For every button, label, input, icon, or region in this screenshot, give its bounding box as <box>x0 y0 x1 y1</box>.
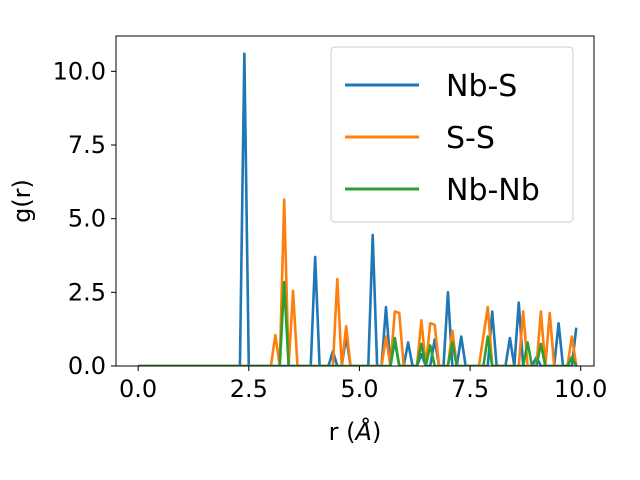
series-line-nb-nb <box>138 280 578 366</box>
legend-label-nb-s: Nb-S <box>446 69 517 104</box>
legend-label-s-s: S-S <box>446 121 495 156</box>
x-axis: 0.0 2.5 5.0 7.5 10.0 <box>119 366 607 403</box>
x-tick-label: 10.0 <box>554 375 607 403</box>
y-axis: 0.0 2.5 5.0 7.5 10.0 <box>53 57 116 380</box>
x-tick-label: 5.0 <box>340 375 378 403</box>
y-tick-label: 2.5 <box>68 278 106 306</box>
x-tick-label: 2.5 <box>230 375 268 403</box>
y-tick-label: 7.5 <box>68 131 106 159</box>
legend: Nb-S S-S Nb-Nb <box>330 46 574 223</box>
legend-box <box>330 46 574 223</box>
x-tick-label: 0.0 <box>119 375 157 403</box>
y-tick-label: 10.0 <box>53 57 106 85</box>
x-axis-label: r (Å) <box>329 417 382 446</box>
legend-label-nb-nb: Nb-Nb <box>446 173 540 208</box>
y-tick-label: 0.0 <box>68 352 106 380</box>
plot-frame <box>115 35 595 367</box>
y-tick-label: 5.0 <box>68 205 106 233</box>
x-tick-label: 7.5 <box>451 375 489 403</box>
y-axis-label: g(r) <box>8 179 36 223</box>
